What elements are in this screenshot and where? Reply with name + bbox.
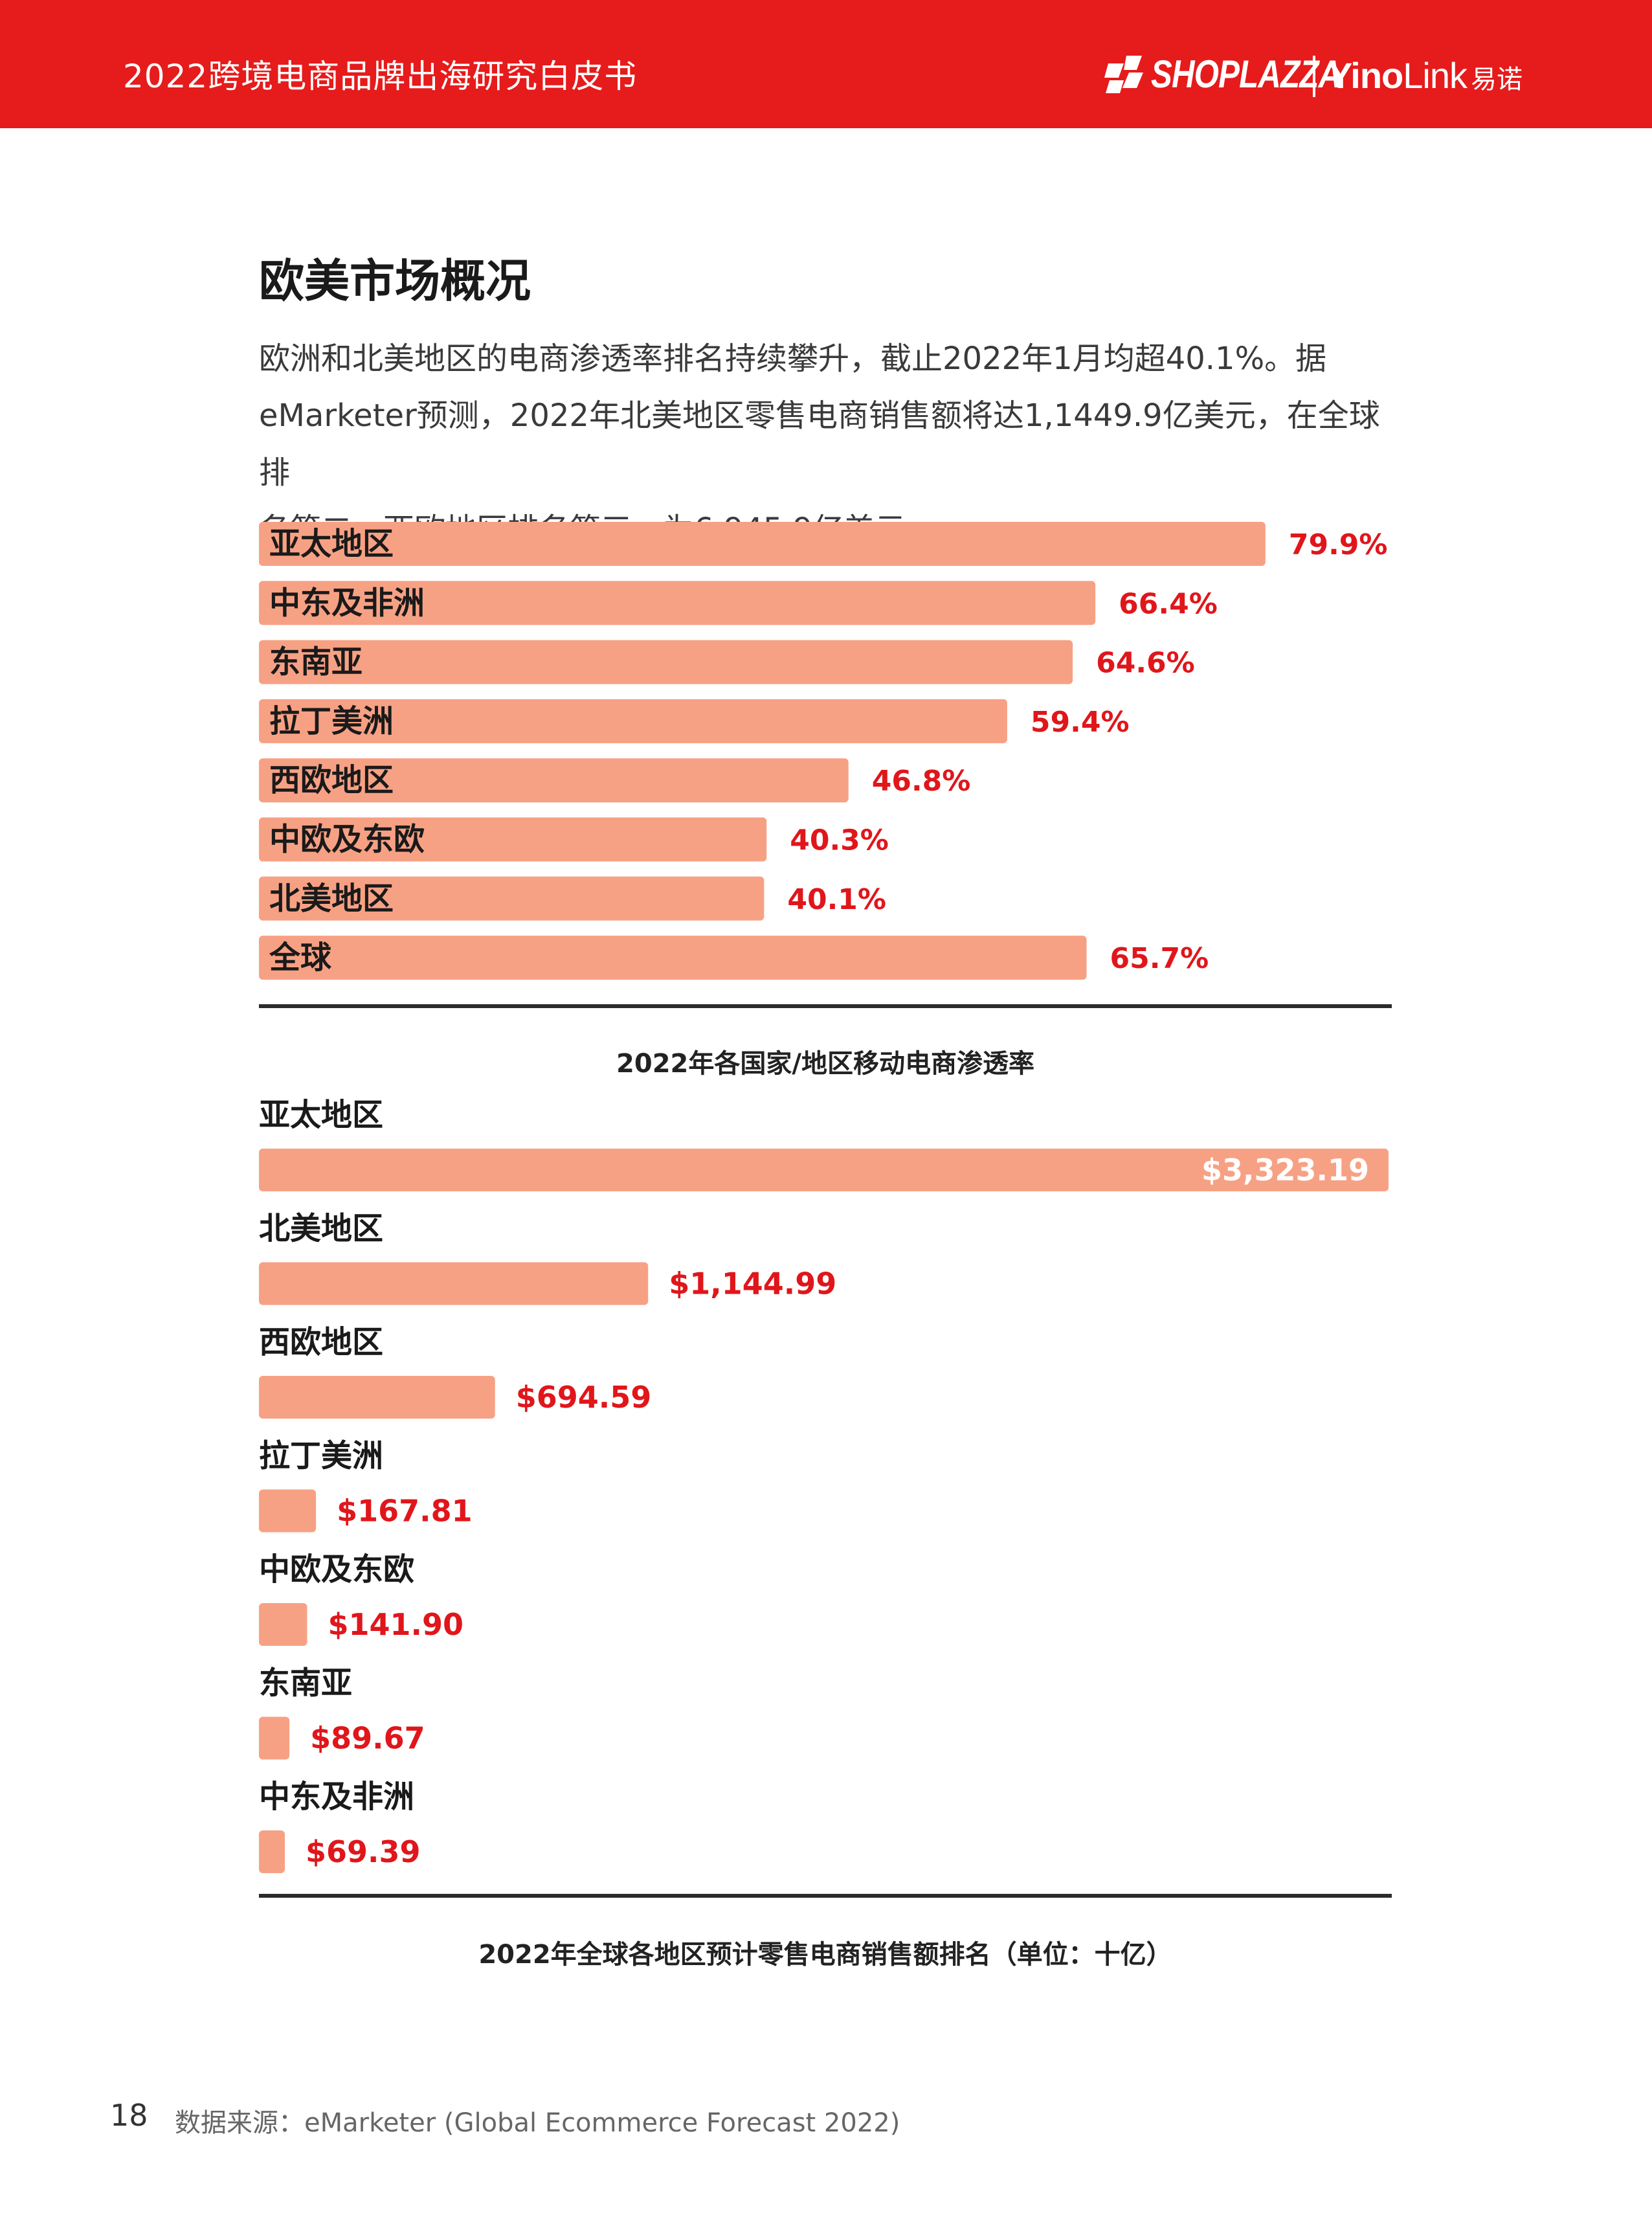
category-label: 拉丁美洲 xyxy=(259,1438,383,1474)
paragraph-line: 欧洲和北美地区的电商渗透率排名持续攀升，截止2022年1月均超40.1%。据 xyxy=(259,341,1327,377)
penetration-bar-chart: 亚太地区 79.9% 中东及非洲 66.4% 东南亚 64.6% 拉丁美洲 59.4% 西欧地区… xyxy=(259,522,1388,980)
logo-divider xyxy=(1313,56,1315,97)
shoplazza-wordmark: SHOPLAZZA xyxy=(1151,52,1341,96)
chart2-caption: 2022年全球各地区预计零售电商销售额排名（单位：十亿） xyxy=(478,1940,1172,1970)
sales-bar xyxy=(259,1149,1389,1191)
penetration-bar xyxy=(259,522,1266,566)
category-label: 全球 xyxy=(269,939,332,976)
chart1-divider xyxy=(259,1004,1392,1008)
shoplazza-mark-icon xyxy=(1104,55,1143,93)
category-label: 东南亚 xyxy=(259,1665,352,1702)
sales-bar xyxy=(259,1376,495,1419)
penetration-bar xyxy=(259,581,1096,625)
paragraph-line: eMarketer预测，2022年北美地区零售电商销售额将达1,1449.9亿美… xyxy=(259,398,1380,491)
penetration-bar xyxy=(259,817,767,862)
sales-bar xyxy=(259,1603,307,1646)
value-label: $89.67 xyxy=(310,1721,425,1756)
category-label: 北美地区 xyxy=(259,1211,383,1247)
value-label: 40.3% xyxy=(790,824,889,857)
category-label: 中欧及东欧 xyxy=(269,822,425,858)
data-source: 数据来源：eMarketer (Global Ecommerce Forecas… xyxy=(175,2108,900,2138)
category-label: 中欧及东欧 xyxy=(259,1551,414,1588)
chart2-divider xyxy=(259,1894,1392,1898)
category-label: 西欧地区 xyxy=(269,762,394,798)
value-label: $141.90 xyxy=(328,1607,464,1642)
value-label: $167.81 xyxy=(337,1494,473,1529)
value-label: 65.7% xyxy=(1110,942,1209,975)
yinolink-wordmark: YinoLink xyxy=(1328,54,1468,96)
category-label: 中东及非洲 xyxy=(269,585,425,621)
value-label: 79.9% xyxy=(1289,528,1388,561)
page-header: 2022跨境电商品牌出海研究白皮书 SHOPLAZZA YinoLink 易诺 xyxy=(0,0,1652,128)
sales-bar xyxy=(259,1262,649,1305)
value-label: 46.8% xyxy=(872,765,971,798)
value-label: $3,323.19 xyxy=(1201,1152,1369,1187)
category-label: 东南亚 xyxy=(269,644,363,680)
value-label: $694.59 xyxy=(516,1380,652,1415)
value-label: 66.4% xyxy=(1119,587,1218,620)
penetration-bar xyxy=(259,758,849,803)
value-label: $1,144.99 xyxy=(669,1266,836,1301)
link-part: Link xyxy=(1403,55,1468,96)
category-label: 亚太地区 xyxy=(269,526,394,562)
sales-bar xyxy=(259,1830,285,1873)
penetration-bar xyxy=(259,640,1073,684)
penetration-bar xyxy=(259,936,1087,980)
value-label: $69.39 xyxy=(306,1834,421,1869)
category-label: 拉丁美洲 xyxy=(269,703,394,739)
yinolink-logo: YinoLink 易诺 xyxy=(1328,54,1523,96)
penetration-bar xyxy=(259,699,1007,743)
shoplazza-logo: SHOPLAZZA xyxy=(1104,52,1383,96)
section-title: 欧美市场概况 xyxy=(259,254,531,308)
sales-bar xyxy=(259,1489,317,1533)
report-title: 2022跨境电商品牌出海研究白皮书 xyxy=(123,58,638,95)
yinolink-cn-name: 易诺 xyxy=(1470,65,1523,95)
category-label: 西欧地区 xyxy=(259,1324,383,1360)
penetration-bar xyxy=(259,876,765,921)
page-number: 18 xyxy=(110,2098,148,2133)
category-label: 亚太地区 xyxy=(259,1097,383,1133)
value-label: 59.4% xyxy=(1031,706,1130,739)
yino-part: Yino xyxy=(1328,55,1403,96)
category-label: 北美地区 xyxy=(269,881,394,917)
value-label: 64.6% xyxy=(1096,647,1195,680)
category-label: 中东及非洲 xyxy=(259,1779,414,1815)
sales-bar-chart: 亚太地区 $3,323.19 北美地区 $1,144.99 西欧地区 $694.59 拉丁美… xyxy=(259,1097,1389,1873)
sales-bar xyxy=(259,1716,290,1760)
chart1-caption: 2022年各国家/地区移动电商渗透率 xyxy=(616,1049,1034,1079)
value-label: 40.1% xyxy=(787,883,886,916)
